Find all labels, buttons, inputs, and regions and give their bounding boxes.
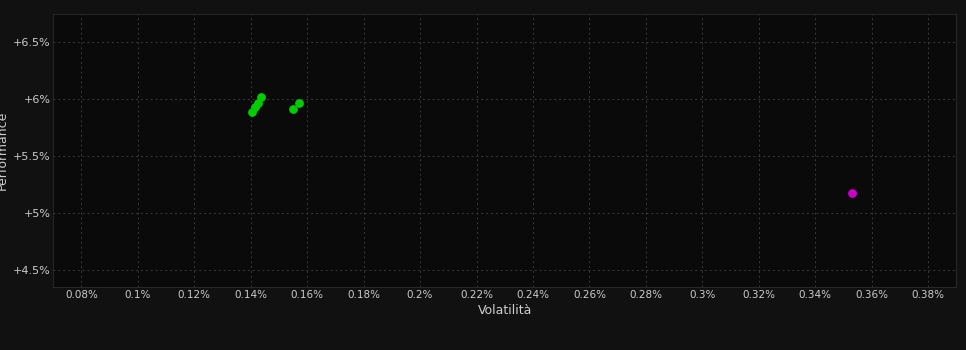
Point bbox=[844, 190, 860, 195]
Point bbox=[247, 104, 263, 110]
Point bbox=[285, 106, 300, 112]
Point bbox=[250, 100, 266, 106]
Point bbox=[244, 110, 260, 115]
X-axis label: Volatilità: Volatilità bbox=[477, 304, 532, 317]
Point bbox=[253, 94, 269, 100]
Point bbox=[291, 100, 306, 106]
Y-axis label: Performance: Performance bbox=[0, 111, 9, 190]
